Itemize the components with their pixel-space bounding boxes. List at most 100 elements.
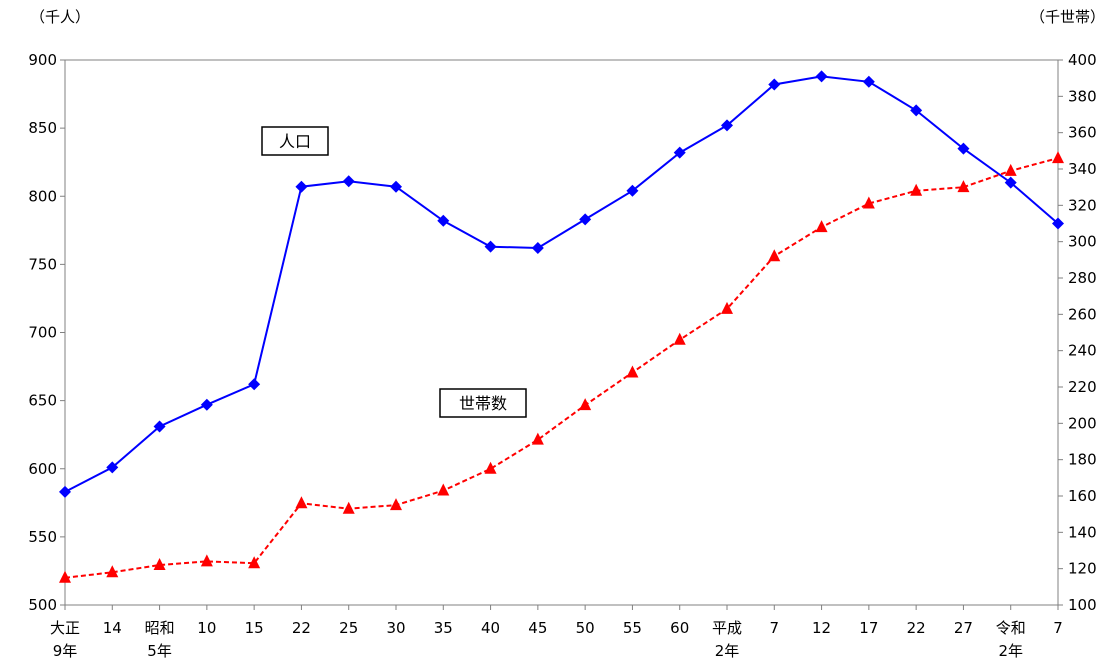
y-left-tick-label: 800 — [28, 187, 57, 205]
x-tick-label: 9年 — [53, 642, 78, 660]
y-left-tick-label: 650 — [28, 392, 57, 410]
data-point — [248, 378, 261, 391]
y-right-tick-label: 260 — [1068, 305, 1097, 323]
x-tick-label: 平成 — [712, 619, 742, 637]
y-left-tick-label: 850 — [28, 119, 57, 137]
x-tick-label: 17 — [859, 619, 878, 637]
y-right-tick-label: 120 — [1068, 560, 1097, 578]
x-tick-label: 40 — [481, 619, 500, 637]
data-point — [153, 558, 166, 571]
data-point — [342, 501, 355, 514]
x-tick-label: 22 — [292, 619, 311, 637]
y-right-tick-label: 240 — [1068, 342, 1097, 360]
y-right-tick-label: 380 — [1068, 87, 1097, 105]
x-tick-label: 45 — [528, 619, 547, 637]
data-point — [437, 483, 450, 496]
annotation-households-label: 世帯数 — [459, 394, 507, 413]
data-point — [626, 184, 639, 197]
y-left-tick-label: 750 — [28, 255, 57, 273]
data-point — [248, 556, 261, 569]
plot-area — [64, 59, 1059, 606]
x-tick-label: 10 — [197, 619, 216, 637]
data-point — [910, 183, 923, 196]
x-tick-label: 令和 — [996, 619, 1026, 637]
x-tick-label: 7 — [770, 619, 780, 637]
series-line — [64, 75, 1059, 493]
data-point — [200, 398, 213, 411]
data-point — [531, 432, 544, 445]
data-point — [626, 365, 639, 378]
data-point — [721, 301, 733, 314]
y-right-tick-label: 160 — [1068, 487, 1097, 505]
data-point — [1004, 176, 1017, 189]
x-tick-label: 大正 — [50, 619, 80, 637]
data-point — [862, 75, 875, 88]
x-tick-label: 昭和 — [145, 619, 175, 637]
x-tick-label: 2年 — [998, 642, 1023, 660]
x-tick-label: 50 — [576, 619, 595, 637]
data-point — [106, 461, 119, 474]
data-point — [484, 461, 497, 474]
data-point — [673, 332, 686, 345]
y-right-tick-label: 360 — [1068, 124, 1097, 142]
x-tick-label: 27 — [954, 619, 973, 637]
data-point — [910, 104, 923, 117]
annotation-population: 人口 — [261, 126, 329, 156]
data-point — [200, 554, 213, 567]
x-tick-label: 25 — [339, 619, 358, 637]
data-point — [106, 565, 119, 578]
x-tick-label: 14 — [103, 619, 122, 637]
data-point — [957, 180, 970, 193]
series-line — [64, 157, 1059, 579]
data-point — [957, 142, 970, 155]
x-tick-label: 15 — [245, 619, 264, 637]
y-right-tick-label: 400 — [1068, 51, 1097, 69]
data-point — [721, 119, 733, 132]
series-population — [59, 70, 1064, 498]
y-left-tick-label: 550 — [28, 528, 57, 546]
x-tick-label: 5年 — [147, 642, 172, 660]
y-right-tick-label: 140 — [1068, 523, 1097, 541]
data-point — [390, 498, 402, 511]
data-point — [673, 146, 686, 159]
x-tick-label: 7 — [1053, 619, 1063, 637]
y-right-tick-label: 280 — [1068, 269, 1097, 287]
x-tick-label: 2年 — [715, 642, 740, 660]
data-point — [862, 196, 875, 209]
data-point — [815, 70, 828, 83]
data-point — [1004, 163, 1017, 176]
y-right-tick-label: 320 — [1068, 196, 1097, 214]
data-point — [59, 485, 71, 498]
series-layer — [59, 70, 1064, 583]
data-point — [815, 220, 828, 233]
data-point — [1052, 217, 1064, 230]
y-left-tick-label: 700 — [28, 324, 57, 342]
x-tick-label: 30 — [386, 619, 405, 637]
x-tick-label: 60 — [670, 619, 689, 637]
data-point — [59, 570, 71, 583]
data-point — [531, 242, 544, 255]
data-point — [295, 496, 308, 509]
data-point — [295, 180, 308, 193]
y-left-tick-label: 900 — [28, 51, 57, 69]
data-point — [579, 213, 592, 226]
y-left-tick-label: 500 — [28, 596, 57, 614]
data-point — [390, 180, 402, 193]
right-axis-unit: （千世帯） — [1030, 8, 1105, 26]
data-point — [768, 249, 781, 262]
left-axis-unit: （千人） — [30, 8, 90, 26]
y-right-tick-label: 180 — [1068, 451, 1097, 469]
x-tick-label: 12 — [812, 619, 831, 637]
x-tick-label: 35 — [434, 619, 453, 637]
y-right-tick-label: 200 — [1068, 414, 1097, 432]
x-tick-label: 55 — [623, 619, 642, 637]
annotation-households: 世帯数 — [439, 388, 527, 418]
y-right-tick-label: 340 — [1068, 160, 1097, 178]
data-point — [1052, 151, 1064, 164]
data-point — [437, 214, 450, 227]
data-point — [342, 175, 355, 188]
y-right-tick-label: 100 — [1068, 596, 1097, 614]
data-point — [484, 240, 497, 253]
y-right-tick-label: 300 — [1068, 233, 1097, 251]
